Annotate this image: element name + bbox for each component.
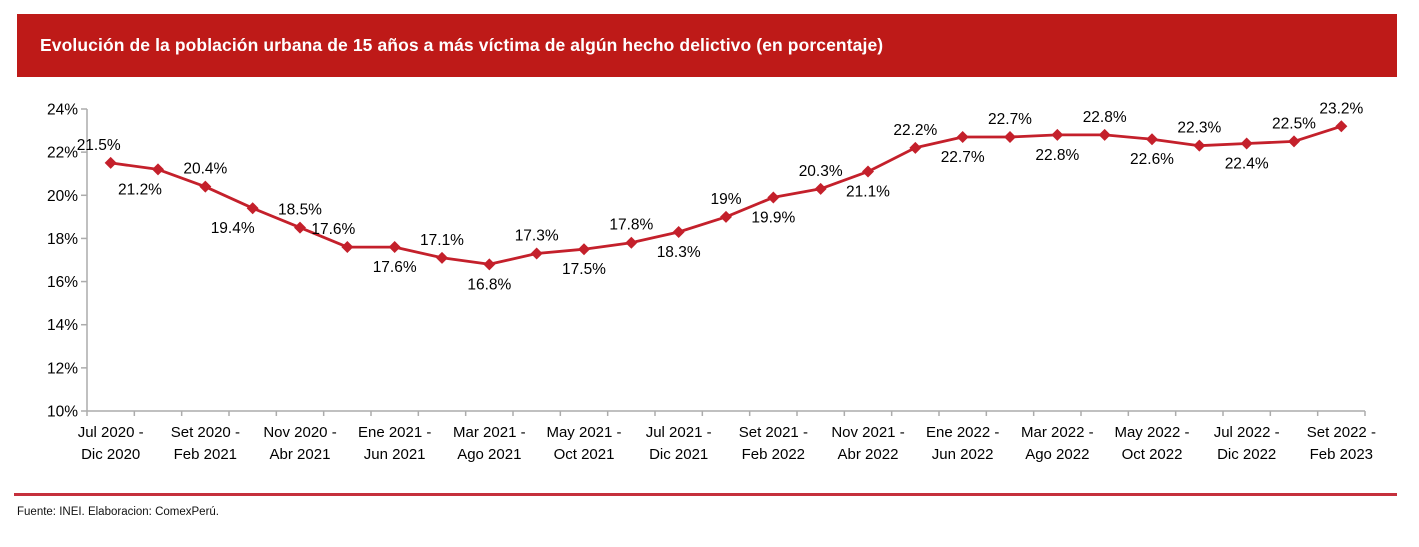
data-point-label: 17.6%	[311, 221, 355, 238]
x-axis-label: Oct 2022	[1122, 446, 1183, 463]
data-point-label: 16.8%	[467, 276, 511, 293]
x-axis-label: Set 2020 -	[171, 424, 240, 441]
x-axis-label: Nov 2020 -	[263, 424, 336, 441]
data-point-marker	[152, 163, 164, 176]
data-point-marker	[862, 165, 874, 178]
x-axis-label: Nov 2021 -	[831, 424, 904, 441]
y-axis-label: 14%	[47, 317, 78, 334]
data-point-marker	[625, 236, 638, 249]
data-point-label: 17.3%	[515, 228, 559, 245]
data-point-marker	[1335, 120, 1348, 133]
data-point-label: 22.8%	[1083, 109, 1127, 126]
data-point-label: 21.5%	[77, 137, 121, 154]
data-point-label: 19%	[710, 191, 741, 208]
x-axis-label: Abr 2021	[270, 446, 331, 463]
data-point-label: 22.2%	[893, 122, 937, 139]
data-point-marker	[294, 221, 306, 234]
data-point-label: 17.1%	[420, 232, 464, 249]
y-axis-label: 24%	[47, 102, 78, 119]
x-axis-label: Mar 2021 -	[453, 424, 526, 441]
x-axis-label: Abr 2022	[838, 446, 899, 463]
data-point-label: 22.7%	[941, 149, 985, 166]
data-point-marker	[1146, 133, 1158, 146]
data-point-label: 17.6%	[373, 259, 417, 276]
x-axis-label: Feb 2023	[1310, 446, 1373, 463]
data-point-marker	[1288, 135, 1300, 148]
x-axis-label: Dic 2022	[1217, 446, 1276, 463]
data-point-marker	[1098, 128, 1111, 141]
data-point-marker	[672, 225, 685, 238]
x-axis-label: May 2022 -	[1114, 424, 1189, 441]
data-point-marker	[1240, 137, 1253, 150]
data-point-marker	[104, 156, 117, 169]
data-point-marker	[530, 247, 543, 260]
data-point-label: 23.2%	[1319, 100, 1363, 117]
x-axis-label: Jul 2022 -	[1214, 424, 1280, 441]
data-point-label: 19.4%	[211, 220, 255, 237]
data-point-marker	[767, 191, 780, 204]
x-axis-label: Jul 2020 -	[78, 424, 144, 441]
x-axis-label: Dic 2021	[649, 446, 708, 463]
x-axis-label: Ago 2021	[457, 446, 521, 463]
data-point-marker	[341, 241, 354, 254]
x-axis-label: Jun 2022	[932, 446, 994, 463]
x-axis-label: Jun 2021	[364, 446, 426, 463]
data-point-label: 22.4%	[1225, 156, 1269, 173]
data-point-marker	[814, 182, 827, 195]
x-axis-label: Dic 2020	[81, 446, 140, 463]
data-point-label: 21.1%	[846, 184, 890, 201]
data-point-marker	[578, 243, 590, 256]
data-point-marker	[483, 258, 496, 271]
data-point-marker	[1051, 128, 1064, 141]
data-point-label: 22.5%	[1272, 115, 1316, 132]
data-point-marker	[436, 251, 448, 264]
data-point-marker	[388, 241, 401, 254]
y-axis-label: 10%	[47, 404, 78, 421]
data-point-label: 21.2%	[118, 181, 162, 198]
data-point-label: 19.9%	[751, 209, 795, 226]
footer-divider-line	[14, 493, 1397, 496]
chart-title: Evolución de la población urbana de 15 a…	[40, 35, 884, 55]
data-point-label: 22.8%	[1035, 147, 1079, 164]
data-point-marker	[1193, 139, 1206, 152]
data-point-marker	[909, 141, 922, 154]
y-axis-label: 12%	[47, 360, 78, 377]
data-point-marker	[720, 210, 732, 223]
x-axis-label: Ene 2021 -	[358, 424, 431, 441]
x-axis-label: Ago 2022	[1025, 446, 1089, 463]
chart-title-banner: Evolución de la población urbana de 15 a…	[17, 14, 1397, 77]
x-axis-label: Mar 2022 -	[1021, 424, 1094, 441]
data-point-label: 17.8%	[609, 217, 653, 234]
data-point-label: 22.3%	[1177, 120, 1221, 137]
y-axis-label: 22%	[47, 145, 78, 162]
y-axis-label: 18%	[47, 231, 78, 248]
x-axis-label: Feb 2021	[174, 446, 237, 463]
source-note: Fuente: INEI. Elaboracion: ComexPerú.	[17, 506, 219, 518]
x-axis-label: May 2021 -	[546, 424, 621, 441]
x-axis-label: Ene 2022 -	[926, 424, 999, 441]
data-point-marker	[199, 180, 212, 193]
x-axis-label: Set 2022 -	[1307, 424, 1376, 441]
y-axis-label: 16%	[47, 274, 78, 291]
data-point-label: 17.5%	[562, 261, 606, 278]
x-axis-label: Feb 2022	[742, 446, 805, 463]
data-point-marker	[1004, 131, 1016, 144]
data-point-marker	[246, 202, 259, 215]
x-axis-label: Oct 2021	[554, 446, 615, 463]
data-point-label: 22.7%	[988, 111, 1032, 128]
x-axis-label: Set 2021 -	[739, 424, 808, 441]
data-point-label: 18.5%	[278, 202, 322, 219]
x-axis-label: Jul 2021 -	[646, 424, 712, 441]
data-point-marker	[956, 131, 969, 144]
data-point-label: 20.3%	[799, 163, 843, 180]
data-point-label: 20.4%	[183, 161, 227, 178]
data-point-label: 18.3%	[657, 244, 701, 261]
y-axis-label: 20%	[47, 188, 78, 205]
data-point-label: 22.6%	[1130, 151, 1174, 168]
